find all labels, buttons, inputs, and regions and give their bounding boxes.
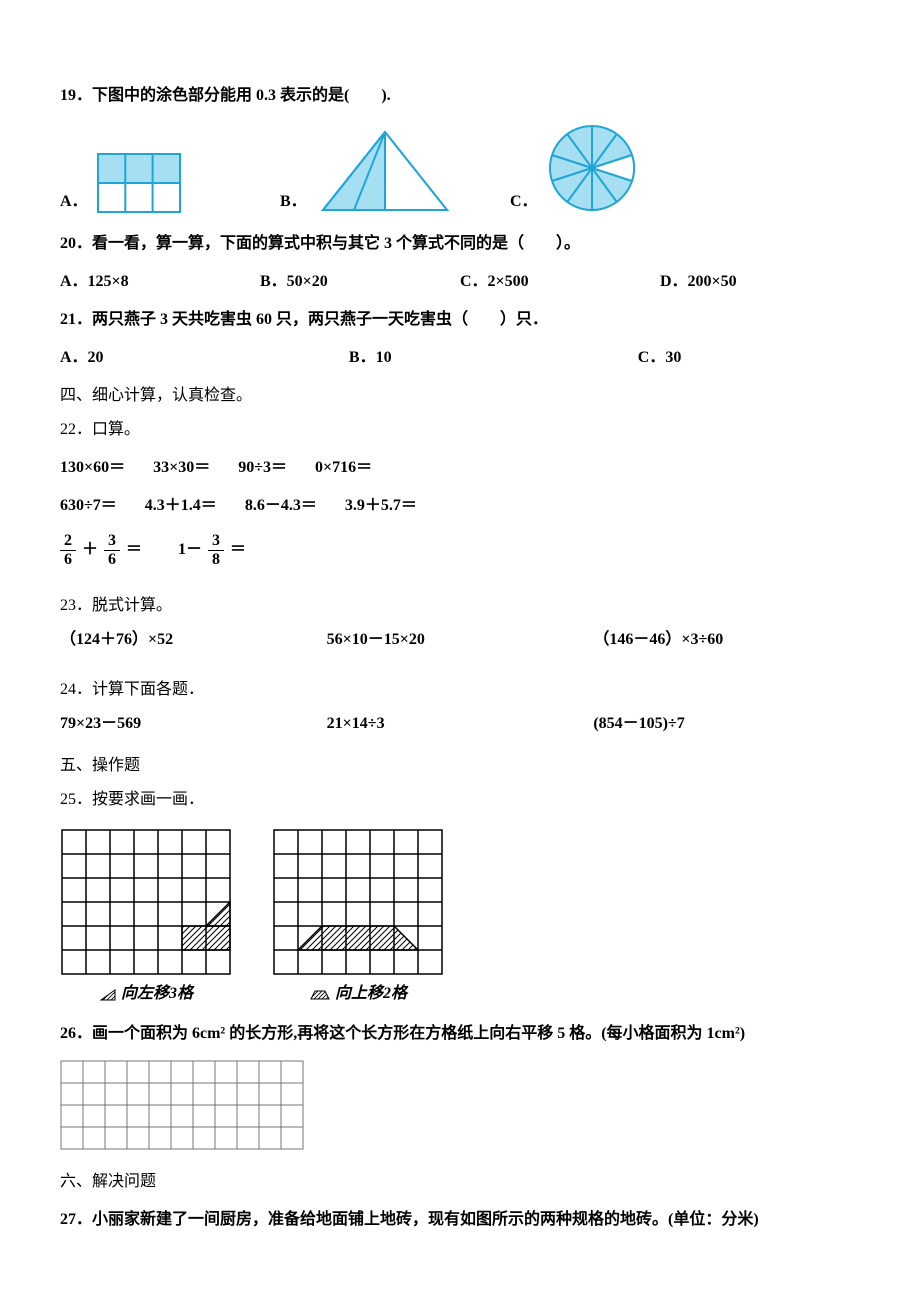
q22-frac3-num: 3	[208, 532, 224, 551]
q22-oneminus: 1－	[178, 538, 202, 562]
q25-cap2-text: 向上移2格	[335, 985, 407, 1002]
q22-frac3-den: 8	[208, 551, 224, 569]
q22-l1-2: 33×30＝	[153, 456, 210, 480]
q21-text: 21．两只燕子 3 天共吃害虫 60 只，两只燕子一天吃害虫（ ）只．	[60, 308, 860, 332]
q19-text: 19．下图中的涂色部分能用 0.3 表示的是( ).	[60, 84, 860, 108]
q21-A: A．20	[60, 346, 349, 370]
q22-line3: 2 6 ＋ 3 6 ＝ 1－ 3 8 ＝	[60, 532, 860, 568]
q23-b: 56×10－15×20	[327, 628, 594, 652]
q22-eq1: ＝	[126, 538, 142, 562]
q22-title: 22．口算。	[60, 418, 860, 442]
q19-options: A． B． C．	[60, 122, 860, 214]
trapezoid-hatch-icon	[309, 988, 331, 1002]
q22-eq2: ＝	[230, 538, 246, 562]
q22-line2: 630÷7＝ 4.3＋1.4＝ 8.6－4.3＝ 3.9＋5.7＝	[60, 494, 860, 518]
q22-frac1-num: 2	[60, 532, 76, 551]
q24-a: 79×23－569	[60, 712, 327, 736]
q27-text: 27．小丽家新建了一间厨房，准备给地面铺上地砖，现有如图所示的两种规格的地砖。(…	[60, 1208, 860, 1232]
q26-title: 26．画一个面积为 6cm² 的长方形,再将这个长方形在方格纸上向右平移 5 格…	[60, 1022, 860, 1046]
q23-title: 23．脱式计算。	[60, 594, 860, 618]
q25-grid1: 向左移3格	[60, 828, 232, 1006]
q21-B: B．10	[349, 346, 638, 370]
q22-l1-3: 90÷3＝	[238, 456, 287, 480]
q24-title: 24．计算下面各题．	[60, 678, 860, 702]
q20-A: A．125×8	[60, 270, 260, 294]
q25-grid2: 向上移2格	[272, 828, 444, 1006]
q25-caption1: 向左移3格	[60, 982, 232, 1006]
section5-title: 五、操作题	[60, 754, 860, 778]
q20-text: 20．看一看，算一算，下面的算式中积与其它 3 个算式不同的是（ ）。	[60, 232, 860, 256]
q20-B: B．50×20	[260, 270, 460, 294]
q23-exprs: （124＋76）×52 56×10－15×20 （146－46）×3÷60	[60, 628, 860, 652]
q22-l2-1: 630÷7＝	[60, 494, 117, 518]
q22-frac2-num: 3	[104, 532, 120, 551]
q22-l1-1: 130×60＝	[60, 456, 125, 480]
q19-optC-figure	[546, 122, 638, 214]
q22-l1-4: 0×716＝	[315, 456, 372, 480]
q22-frac2-den: 6	[104, 551, 120, 569]
q24-exprs: 79×23－569 21×14÷3 (854－105)÷7	[60, 712, 860, 736]
q23-c: （146－46）×3÷60	[593, 628, 860, 652]
q20-options: A．125×8 B．50×20 C．2×500 D．200×50	[60, 270, 860, 294]
q24-c: (854－105)÷7	[593, 712, 860, 736]
triangle-hatch-icon	[99, 988, 117, 1002]
q19-optA-figure	[96, 152, 182, 214]
q19-optB-figure	[315, 128, 455, 214]
q25-grids: 向左移3格 向上移2格	[60, 828, 860, 1006]
q20-C: C．2×500	[460, 270, 660, 294]
q22-l2-2: 4.3＋1.4＝	[145, 494, 217, 518]
q22-frac3: 3 8	[208, 532, 224, 568]
q22-frac1-den: 6	[60, 551, 76, 569]
q23-a: （124＋76）×52	[60, 628, 327, 652]
q25-title: 25．按要求画一画．	[60, 788, 860, 812]
q22-l2-3: 8.6－4.3＝	[245, 494, 317, 518]
q25-caption2: 向上移2格	[272, 982, 444, 1006]
q22-l2-4: 3.9＋5.7＝	[345, 494, 417, 518]
q22-frac2: 3 6	[104, 532, 120, 568]
q19-optB-label: B．	[280, 190, 307, 214]
q22-frac1: 2 6	[60, 532, 76, 568]
q20-D: D．200×50	[660, 270, 860, 294]
q22-plus: ＋	[82, 538, 98, 562]
q24-b: 21×14÷3	[327, 712, 594, 736]
q25-cap1-text: 向左移3格	[121, 985, 193, 1002]
section4-title: 四、细心计算，认真检查。	[60, 384, 860, 408]
q26-grid	[60, 1060, 860, 1152]
q19-optA-label: A．	[60, 190, 88, 214]
q22-line1: 130×60＝ 33×30＝ 90÷3＝ 0×716＝	[60, 456, 860, 480]
section6-title: 六、解决问题	[60, 1170, 860, 1194]
q19-optC-label: C．	[510, 190, 538, 214]
q21-C: C．30	[638, 346, 860, 370]
q21-options: A．20 B．10 C．30	[60, 346, 860, 370]
